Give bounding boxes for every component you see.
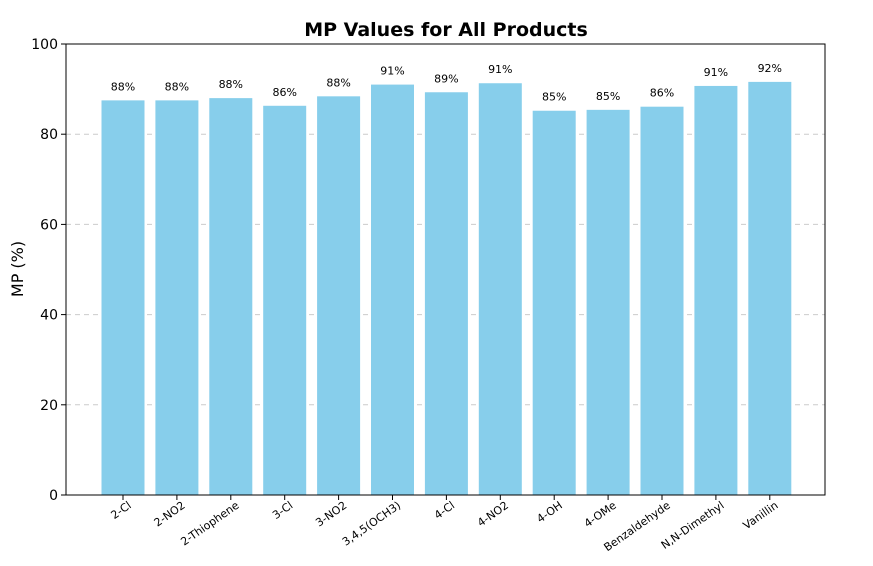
bar <box>209 98 253 496</box>
x-tick-label: 2-Cl <box>108 499 133 522</box>
y-tick-label: 60 <box>40 217 58 233</box>
y-tick-label: 100 <box>31 37 58 53</box>
data-label: 92% <box>758 62 782 75</box>
bar <box>424 92 468 495</box>
data-label: 88% <box>219 78 243 91</box>
bars <box>101 81 792 496</box>
x-tick-label: 2-NO2 <box>152 499 188 530</box>
data-label: 85% <box>542 91 566 104</box>
y-axis-label: MP (%) <box>8 241 27 297</box>
bar <box>101 100 145 495</box>
chart-title: MP Values for All Products <box>304 19 588 41</box>
x-tick-label: 4-NO2 <box>475 499 511 530</box>
data-label: 91% <box>488 63 512 76</box>
bar <box>748 81 792 495</box>
data-label: 91% <box>380 65 404 78</box>
y-tick-label: 80 <box>40 127 58 143</box>
y-tick-label: 20 <box>40 398 58 414</box>
bar <box>371 84 414 495</box>
bar <box>155 100 199 495</box>
x-tick-label: Vanillin <box>741 499 781 532</box>
bar <box>263 105 307 496</box>
x-tick-label: 3-NO2 <box>313 499 349 530</box>
data-label: 88% <box>326 76 350 89</box>
data-labels: 88% 88% 88% 86% 88% 91% 89% 91% 85% 85% 86% 91% 92% <box>111 62 782 104</box>
bar <box>640 106 684 496</box>
plot-frame <box>65 43 826 496</box>
data-label: 86% <box>650 87 674 100</box>
bar <box>317 96 361 495</box>
y-tick-label: 40 <box>40 308 58 324</box>
x-tick-label: 4-Cl <box>432 499 457 522</box>
y-tick-label: 0 <box>49 488 58 504</box>
data-label: 88% <box>111 80 135 93</box>
data-label: 86% <box>272 86 296 99</box>
y-axis-ticks: 0 20 40 60 80 100 <box>31 37 66 504</box>
data-label: 85% <box>596 90 620 103</box>
bar <box>586 109 630 495</box>
data-label: 89% <box>434 72 458 85</box>
x-tick-label: 4-OMe <box>582 499 619 531</box>
bar <box>478 83 522 495</box>
bar <box>694 85 738 496</box>
data-label: 88% <box>165 80 189 93</box>
data-label: 91% <box>704 66 728 79</box>
x-tick-label: 2-Thiophene <box>178 499 241 549</box>
x-tick-label: 3,4,5(OCH3) <box>340 499 403 549</box>
bar <box>532 110 576 496</box>
x-tick-label: 4-OH <box>534 499 565 526</box>
x-tick-label: 3-Cl <box>270 499 295 522</box>
